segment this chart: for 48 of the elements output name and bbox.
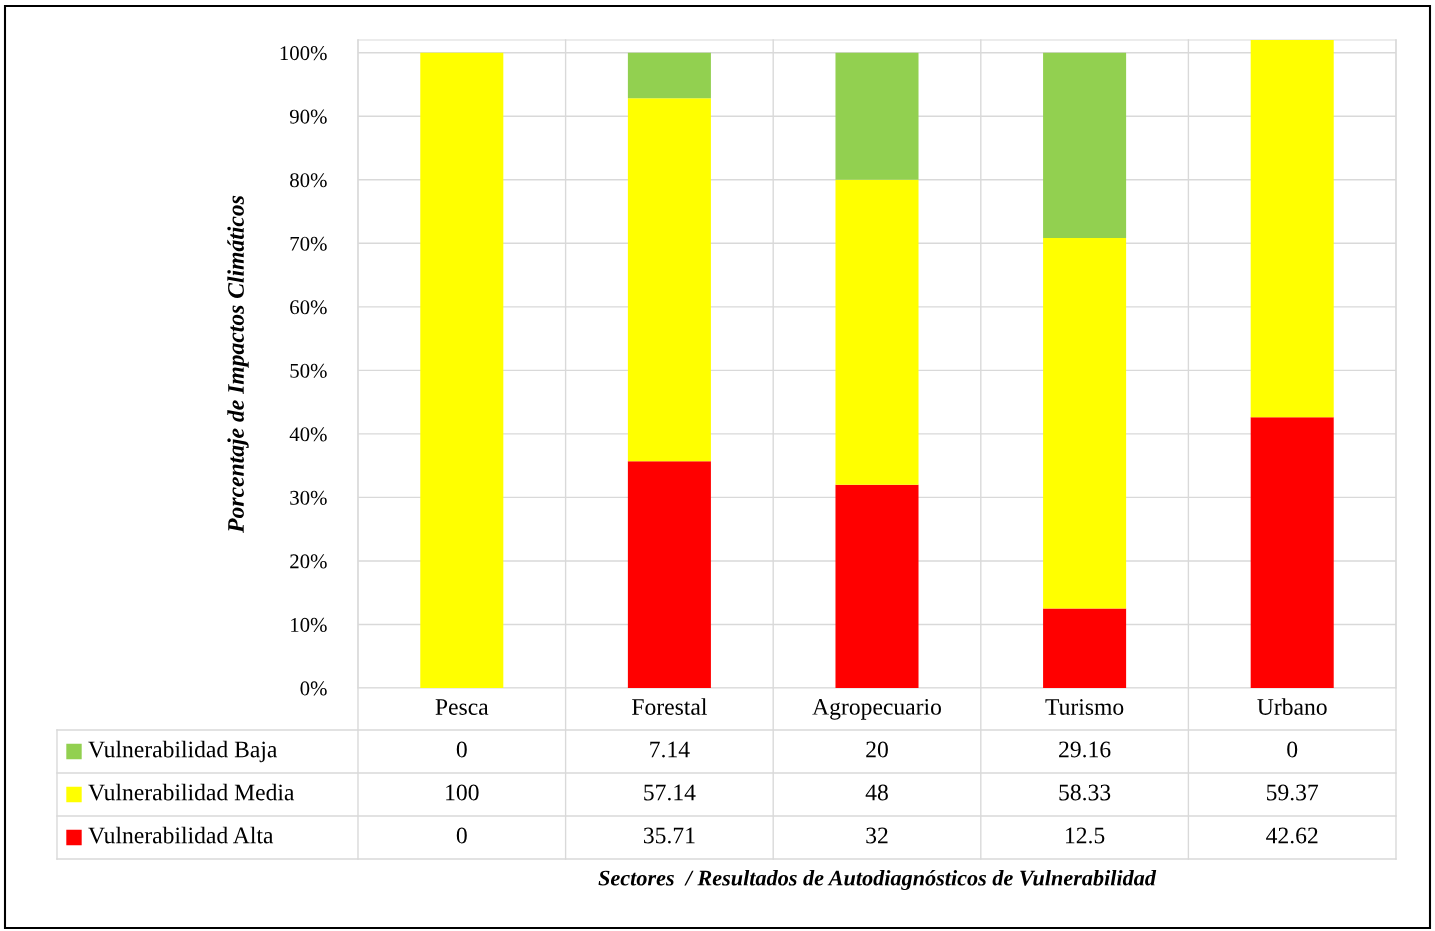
data-label: 48 <box>865 784 888 801</box>
y-tick-label: 10% <box>291 617 327 632</box>
bar <box>1043 52 1127 239</box>
x-tick-label: Urbano <box>1257 698 1327 715</box>
y-tick-label: 20% <box>290 554 327 569</box>
data-label: 58.33 <box>1059 784 1111 801</box>
y-tick-label: 70% <box>290 236 327 251</box>
data-label: 7.14 <box>650 741 690 758</box>
data-label: 100 <box>446 784 479 801</box>
y-tick-label: 30% <box>290 490 327 505</box>
bar <box>1043 238 1127 609</box>
y-tick-label: 60% <box>290 300 327 315</box>
bar <box>627 461 711 688</box>
data-label: 32 <box>866 827 888 844</box>
data-label: 42.62 <box>1266 827 1318 844</box>
data-label: 0 <box>1287 741 1298 758</box>
data-label: 20 <box>866 741 888 758</box>
data-label: 35.71 <box>643 827 695 844</box>
data-label: 0 <box>456 827 467 844</box>
y-tick-label: 100% <box>280 46 327 61</box>
data-label: 12.5 <box>1066 827 1105 844</box>
bar <box>1043 608 1127 688</box>
bar <box>835 52 919 180</box>
y-tick-label: 80% <box>290 173 327 188</box>
bar <box>420 52 504 688</box>
bar <box>627 52 711 99</box>
text: Sectores / Resultados de Autodiagnósticos de Vulnerabilidad <box>598 869 1157 891</box>
data-label: 59.37 <box>1267 784 1319 801</box>
bar <box>835 484 919 688</box>
bar <box>627 98 711 462</box>
y-tick-label: 50% <box>290 363 327 378</box>
legend-label: Vulnerabilidad Alta <box>88 826 274 844</box>
y-tick-label: 0% <box>300 681 327 696</box>
data-label: 0 <box>456 741 467 758</box>
legend-label: Vulnerabilidad Baja <box>88 740 278 763</box>
y-axis-title: Porcentaje de Impactos Climáticos <box>227 195 249 533</box>
x-tick-label: Forestal <box>632 698 707 715</box>
legend-label: Vulnerabilidad Media <box>88 783 295 801</box>
x-tick-label: Pesca <box>435 699 489 715</box>
y-tick-label: 40% <box>289 427 327 442</box>
x-tick-label: Turismo <box>1045 699 1124 715</box>
bar <box>835 179 919 485</box>
data-label: 57.14 <box>644 784 696 801</box>
bar <box>1250 417 1334 688</box>
data-label: 29.16 <box>1059 741 1111 758</box>
bar <box>1250 40 1334 418</box>
y-tick-label: 90% <box>289 109 327 124</box>
x-tick-label: Agropecuario <box>812 698 941 720</box>
